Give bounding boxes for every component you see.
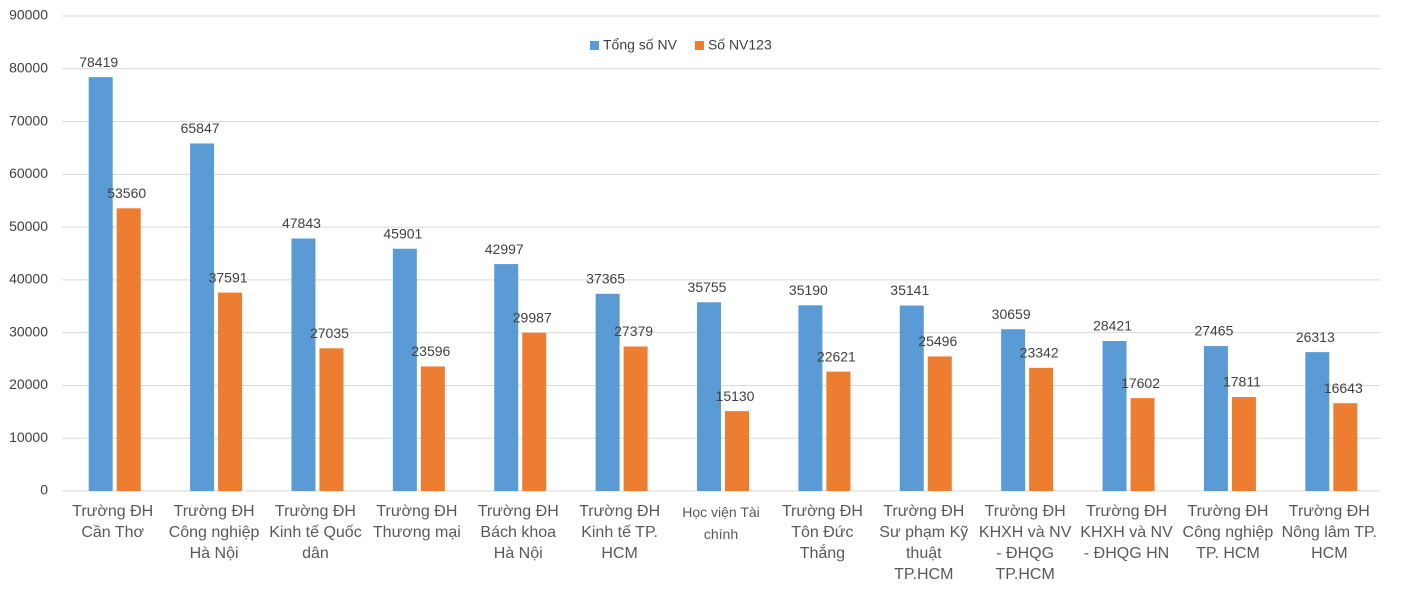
data-label: 23596: [411, 343, 450, 359]
bar: [1333, 403, 1358, 491]
bar: [826, 371, 851, 491]
bar: [291, 238, 316, 491]
legend-label: Số NV123: [708, 37, 772, 53]
data-label: 53560: [107, 185, 146, 201]
bar: [725, 411, 749, 491]
bar: [1203, 346, 1228, 491]
bar: [1231, 396, 1256, 491]
bar: [1130, 398, 1155, 491]
bar: [420, 366, 445, 491]
bar: [1001, 329, 1026, 491]
data-label: 47843: [282, 215, 321, 231]
bar: [116, 208, 141, 492]
x-tick-label: Trường ĐH Bách khoa Hà Nội: [477, 503, 559, 562]
legend-swatch: [694, 41, 704, 50]
x-tick-label: Trường ĐH Cần Thơ: [72, 503, 154, 541]
y-tick-label: 20000: [9, 376, 48, 392]
bar: [798, 305, 823, 491]
bar: [218, 292, 243, 491]
y-tick-label: 0: [40, 482, 48, 498]
y-tick-label: 80000: [9, 59, 48, 75]
bar: [1102, 341, 1127, 491]
x-tick-label: Trường ĐH Kinh tế Quốc dân: [269, 503, 362, 562]
x-tick-label: Trường ĐH Nông lâm TP. HCM: [1281, 503, 1378, 562]
data-label: 15130: [716, 388, 755, 404]
y-tick-label: 30000: [9, 323, 48, 339]
bar: [190, 143, 215, 491]
data-label: 42997: [485, 241, 524, 257]
y-tick-label: 50000: [9, 218, 48, 234]
bar: [1305, 352, 1330, 491]
data-label: 23342: [1020, 345, 1059, 361]
x-tick-label: Trường ĐH Tôn Đức Thắng: [781, 503, 863, 562]
data-label: 22621: [817, 348, 856, 364]
x-tick-label: Trường ĐH Sư phạm Kỹ thuật TP.HCM: [879, 503, 969, 583]
bar: [595, 293, 620, 491]
bar: [697, 302, 721, 491]
x-tick-label: Trường ĐH Thương mại: [372, 503, 461, 541]
y-tick-label: 40000: [9, 271, 48, 287]
data-label: 27379: [614, 323, 653, 339]
y-tick-label: 60000: [9, 165, 48, 181]
bar: [319, 348, 344, 491]
bar: [1029, 367, 1054, 491]
data-label: 25496: [918, 333, 957, 349]
bar: [494, 264, 519, 491]
data-label: 28421: [1093, 318, 1132, 334]
data-label: 26313: [1296, 329, 1335, 345]
data-label: 35141: [890, 282, 929, 298]
legend-label: Tổng số NV: [603, 37, 678, 53]
bar: [623, 346, 648, 491]
y-tick-label: 90000: [9, 7, 48, 23]
bar: [88, 77, 113, 491]
data-label: 16643: [1324, 380, 1363, 396]
x-tick-label: Trường ĐH Kinh tế TP. HCM: [579, 503, 661, 562]
x-tick-label: Trường ĐH Công nghiệp TP. HCM: [1182, 503, 1274, 562]
legend-swatch: [590, 41, 599, 50]
x-tick-label: Trường ĐH Công nghiệp Hà Nội: [168, 503, 260, 562]
data-label: 17811: [1223, 374, 1261, 390]
data-label: 30659: [992, 306, 1031, 322]
bar: [522, 332, 547, 491]
data-label: 27035: [310, 325, 349, 341]
x-tick-label: Trường ĐH KHXH và NV - ĐHQG HN: [1080, 503, 1173, 562]
data-label: 37365: [586, 270, 625, 286]
data-label: 27465: [1194, 323, 1233, 339]
data-label: 29987: [513, 309, 552, 325]
y-tick-label: 10000: [9, 429, 48, 445]
bar: [927, 356, 952, 491]
x-tick-label: Học viện Tài chính: [682, 504, 760, 542]
data-label: 35190: [789, 282, 828, 298]
data-label: 65847: [181, 120, 220, 136]
data-label: 35755: [688, 279, 727, 295]
data-label: 17602: [1121, 375, 1160, 391]
bar: [899, 305, 924, 491]
data-label: 45901: [383, 225, 422, 241]
y-tick-label: 70000: [9, 112, 48, 128]
data-label: 78419: [79, 54, 118, 70]
data-label: 37591: [209, 269, 248, 285]
x-tick-label: Trường ĐH KHXH và NV - ĐHQG TP.HCM: [978, 503, 1072, 583]
bar: [392, 248, 417, 491]
